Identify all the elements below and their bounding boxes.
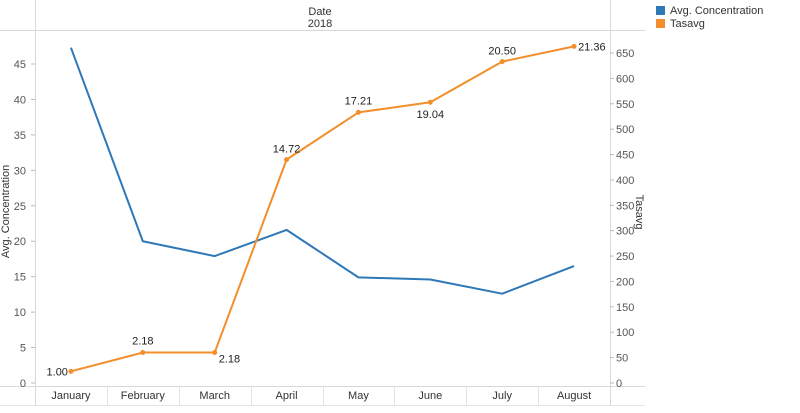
legend-item-tasavg[interactable]: Tasavg [656, 17, 800, 30]
tasavg-point [68, 368, 74, 374]
y-right-tick-label: 50 [616, 353, 628, 365]
x-tick-label: March [199, 390, 230, 402]
y-right-tick-label: 400 [616, 175, 634, 187]
y-right-tick-label: 450 [616, 150, 634, 162]
y-left-tick-label: 40 [14, 94, 26, 106]
x-tick-label: April [276, 390, 298, 402]
y-left-tick-label: 5 [20, 343, 26, 355]
y-left-tick-label: 35 [14, 130, 26, 142]
y-right-tick-label: 500 [616, 124, 634, 136]
legend-swatch-tasavg [656, 19, 665, 28]
tasavg-point [571, 43, 577, 49]
y-right-tick-label: 650 [616, 48, 634, 60]
y-right-tick-label: 300 [616, 226, 634, 238]
tasavg-point [499, 59, 505, 65]
y-axis-right-title: Tasavg [633, 195, 645, 230]
y-right-tick-label: 350 [616, 200, 634, 212]
data-label: 21.36 [578, 41, 606, 53]
series-line-concentration [70, 47, 575, 295]
y-left-tick-label: 15 [14, 272, 26, 284]
x-tick-label: January [51, 390, 91, 402]
y-right-tick-label: 600 [616, 73, 634, 85]
y-right-tick-label: 550 [616, 99, 634, 111]
chart-header: Date 2018 [308, 6, 332, 30]
y-left-tick-label: 30 [14, 165, 26, 177]
tasavg-point [284, 157, 290, 163]
legend-label-tasavg: Tasavg [670, 17, 705, 30]
legend: Avg. Concentration Tasavg [650, 4, 800, 34]
x-tick-label: July [492, 390, 512, 402]
series-lines [68, 43, 577, 374]
y-axis-left-title: Avg. Concentration [0, 165, 12, 258]
x-tick-label: May [348, 390, 369, 402]
legend-label-concentration: Avg. Concentration [670, 4, 764, 17]
y-left-tick-label: 10 [14, 307, 26, 319]
y-right-tick-label: 150 [616, 302, 634, 314]
y-left-tick-label: 45 [14, 59, 26, 71]
data-label: 20.50 [488, 46, 516, 58]
x-tick-label: June [418, 390, 442, 402]
legend-item-concentration[interactable]: Avg. Concentration [656, 4, 800, 17]
tasavg-point [427, 99, 433, 105]
y-right-tick-label: 0 [616, 378, 622, 390]
x-tick-label: August [557, 390, 591, 402]
data-label: 17.21 [345, 95, 373, 107]
tasavg-point [212, 350, 218, 356]
data-labels: 1.00 2.18 2.18 14.72 17.21 19.04 20.50 21.36 [47, 41, 606, 378]
y-right-tick-label: 200 [616, 276, 634, 288]
data-label: 14.72 [273, 144, 301, 156]
header-field-label: Date [308, 6, 331, 18]
data-label: 1.00 [47, 366, 68, 378]
data-label: 19.04 [417, 109, 445, 121]
y-right-tick-label: 250 [616, 251, 634, 263]
y-left-tick-label: 20 [14, 236, 26, 248]
y-left-tick-label: 25 [14, 201, 26, 213]
data-label: 2.18 [219, 354, 240, 366]
series-line-tasavg [70, 45, 575, 373]
dual-axis-line-chart: Date 2018 051015202530354045050100150200… [0, 0, 645, 406]
x-tick-label: February [121, 390, 166, 402]
axes-layer: 0510152025303540450501001502002503003504… [14, 48, 635, 402]
data-label: 2.18 [132, 336, 153, 348]
tasavg-point [140, 350, 146, 356]
tasavg-point [355, 109, 361, 115]
legend-swatch-concentration [656, 6, 665, 15]
y-right-tick-label: 100 [616, 327, 634, 339]
chart-frame [0, 0, 645, 406]
header-year-label: 2018 [308, 18, 332, 30]
y-left-tick-label: 0 [20, 378, 26, 390]
